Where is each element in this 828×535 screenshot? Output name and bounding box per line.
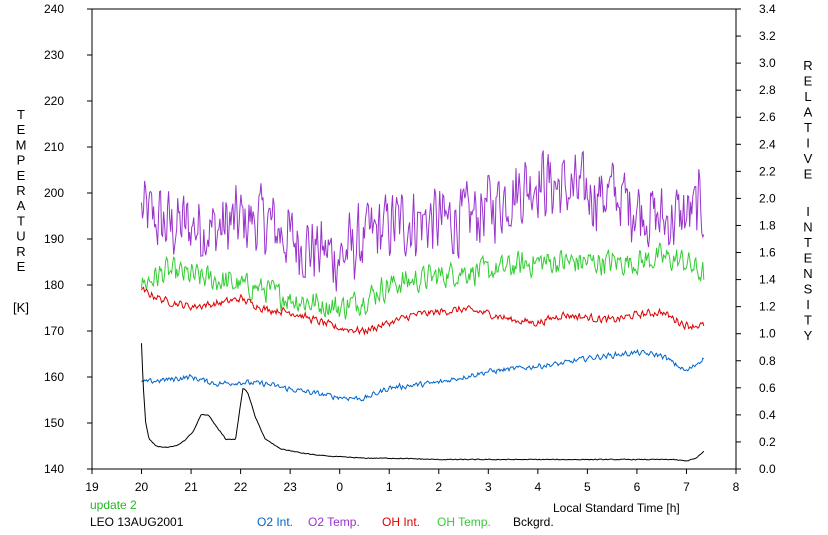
x-tick-label: 8	[733, 480, 740, 494]
y-right-tick-label: 1.6	[759, 246, 776, 260]
right-axis-label-letter: E	[804, 167, 813, 182]
right-axis-label-letter: E	[804, 74, 813, 89]
x-tick-label: 5	[584, 480, 591, 494]
x-tick-label: 7	[683, 480, 690, 494]
left-axis-label-letter: U	[16, 229, 25, 244]
right-axis-label-letter: I	[806, 136, 810, 151]
station-date-label: LEO 13AUG2001	[90, 515, 184, 529]
right-y-axis: 0.0 0.2 0.4 0.6 0.8 1.0 1.2 1.4 1.6 1.8 2.0 2.2 2.4 2…	[736, 2, 776, 476]
y-right-tick-label: 0.4	[759, 408, 776, 422]
series-layer	[141, 150, 705, 462]
y-left-tick-label: 200	[44, 186, 64, 200]
y-right-tick-label: 2.4	[759, 137, 776, 151]
right-axis-label-letter: A	[804, 105, 813, 120]
y-right-tick-label: 2.2	[759, 164, 776, 178]
y-right-tick-label: 1.2	[759, 300, 776, 314]
y-right-tick-label: 0.2	[759, 435, 776, 449]
left-axis-unit: [K]	[13, 300, 29, 315]
series-o2-temp	[141, 150, 705, 292]
y-left-tick-label: 140	[44, 462, 64, 476]
y-left-tick-label: 150	[44, 416, 64, 430]
y-right-tick-label: 0.0	[759, 462, 776, 476]
x-tick-label: 2	[435, 480, 442, 494]
right-axis-label-letter: E	[804, 251, 813, 266]
y-right-tick-label: 3.0	[759, 56, 776, 70]
y-right-tick-label: 3.4	[759, 2, 776, 16]
y-right-tick-label: 2.8	[759, 83, 776, 97]
x-tick-label: 3	[485, 480, 492, 494]
right-axis-label-letter: V	[804, 151, 813, 166]
left-axis-label-letter: T	[17, 213, 25, 228]
left-axis-label-letter: R	[16, 183, 25, 198]
y-right-tick-label: 0.6	[759, 381, 776, 395]
left-axis-label-letter: M	[16, 137, 27, 152]
left-axis-label-letter: R	[16, 244, 25, 259]
left-axis-label-letter: E	[17, 122, 26, 137]
legend-o2-temp: O2 Temp.	[308, 515, 360, 529]
y-left-tick-label: 180	[44, 278, 64, 292]
x-tick-label: 0	[336, 480, 343, 494]
right-axis-label-letter: T	[804, 120, 812, 135]
legend: O2 Temp. OH Temp. OH Int. O2 Int. Bckgrd.	[257, 515, 554, 529]
series-oh-int	[141, 286, 705, 336]
y-right-tick-label: 1.8	[759, 218, 776, 232]
right-axis-label-letter: R	[803, 58, 812, 73]
x-tick-label: 22	[234, 480, 248, 494]
legend-bckgrd: Bckgrd.	[513, 515, 554, 529]
left-axis-label-letter: A	[17, 198, 26, 213]
y-left-tick-label: 170	[44, 324, 64, 338]
x-tick-label: 1	[386, 480, 393, 494]
right-axis-label-letter: N	[803, 266, 812, 281]
x-tick-label: 19	[85, 480, 99, 494]
y-right-tick-label: 2.0	[759, 191, 776, 205]
series-o2-int	[141, 348, 705, 402]
y-left-tick-label: 220	[44, 94, 64, 108]
y-left-tick-label: 240	[44, 2, 64, 16]
right-axis-label-letter: L	[804, 89, 811, 104]
series-oh-temp	[141, 242, 705, 320]
x-tick-label: 21	[184, 480, 198, 494]
y-left-tick-label: 160	[44, 370, 64, 384]
legend-oh-temp: OH Temp.	[437, 515, 491, 529]
x-axis-label: Local Standard Time [h]	[553, 501, 680, 515]
y-left-tick-label: 230	[44, 48, 64, 62]
right-axis-label-letter: Y	[804, 328, 813, 343]
right-axis-label-letter: T	[804, 235, 812, 250]
y-right-tick-label: 1.0	[759, 327, 776, 341]
x-tick-label: 23	[283, 480, 297, 494]
x-tick-label: 6	[634, 480, 641, 494]
right-axis-label-letter: S	[804, 282, 813, 297]
y-right-tick-label: 1.4	[759, 273, 776, 287]
legend-o2-int: O2 Int.	[257, 515, 293, 529]
right-axis-label-letter: I	[806, 204, 810, 219]
right-axis-label-letter: I	[806, 297, 810, 312]
left-axis-label-letter: T	[17, 107, 25, 122]
left-axis-label-letter: E	[17, 259, 26, 274]
update-label: update 2	[90, 498, 137, 512]
y-right-tick-label: 2.6	[759, 110, 776, 124]
x-tick-label: 20	[135, 480, 149, 494]
left-axis-label-letter: E	[17, 168, 26, 183]
series-bckgrd	[141, 343, 705, 462]
legend-oh-int: OH Int.	[382, 515, 420, 529]
right-axis-label-letter: N	[803, 220, 812, 235]
x-tick-label: 4	[535, 480, 542, 494]
left-y-axis: 140 150 160 170 180 190 200 210 220 230 240	[44, 2, 92, 476]
y-left-tick-label: 210	[44, 140, 64, 154]
y-right-tick-label: 3.2	[759, 29, 776, 43]
left-axis-label-letter: P	[17, 153, 26, 168]
x-axis: 19 20 21 22 23 0 1 2 3 4 5 6 7 8	[85, 469, 740, 494]
right-axis-label-letter: T	[804, 313, 812, 328]
y-right-tick-label: 0.8	[759, 354, 776, 368]
y-left-tick-label: 190	[44, 232, 64, 246]
